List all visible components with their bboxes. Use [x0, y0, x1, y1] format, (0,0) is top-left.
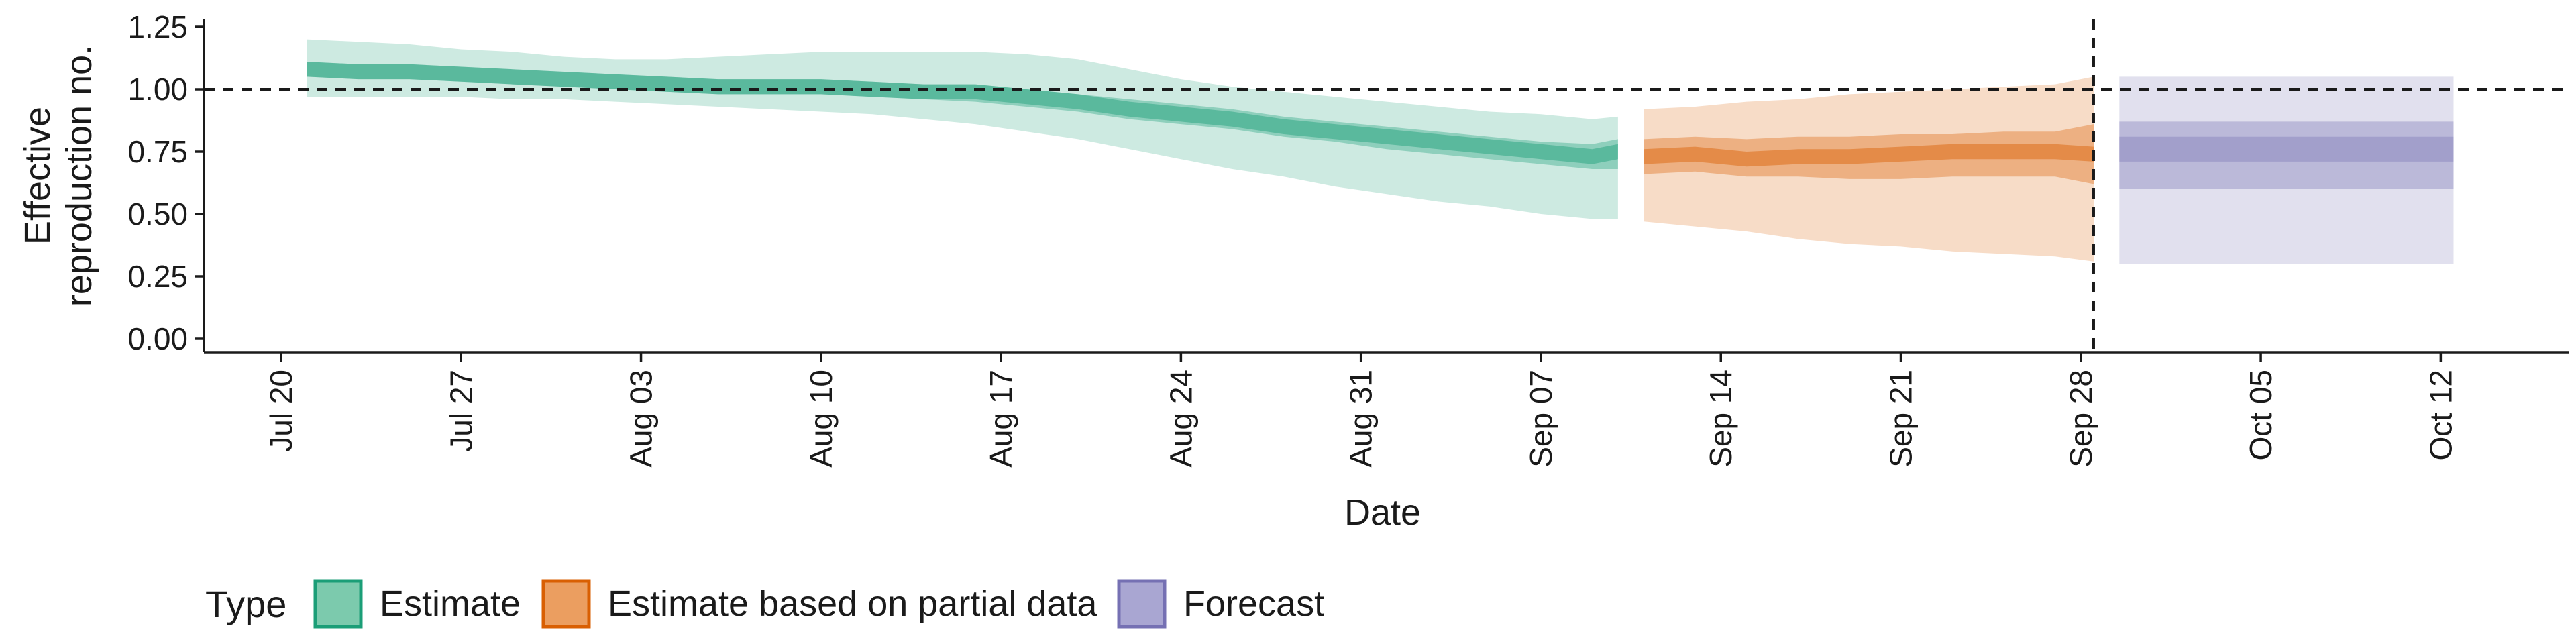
legend-swatch	[1117, 579, 1167, 629]
estimate-median-band	[307, 62, 1618, 164]
x-tick-label: Oct 12	[2423, 370, 2458, 461]
legend-label: Estimate based on partial data	[608, 584, 1097, 624]
estimate-based-on-partial-data-90-band	[1644, 76, 2094, 262]
y-tick-label: 0.00	[127, 321, 188, 356]
x-tick-label: Sep 28	[2063, 370, 2098, 468]
forecast-20-band	[2119, 136, 2454, 162]
x-tick-label: Jul 27	[443, 370, 478, 452]
axis-labels: Date Effective reproduction no.	[17, 45, 1421, 533]
estimate-based-on-partial-data-median-band	[1644, 144, 2094, 167]
y-tick-label: 1.00	[127, 72, 188, 107]
y-tick-label: 0.25	[127, 259, 188, 294]
x-tick-label: Sep 21	[1884, 370, 1919, 468]
x-tick-label: Jul 20	[264, 370, 299, 452]
estimate-50-band	[307, 62, 1618, 169]
x-tick-label: Sep 14	[1703, 370, 1738, 468]
forecast-90-band	[2119, 76, 2454, 264]
y-tick-label: 1.25	[127, 9, 188, 44]
estimate-based-on-partial-data-50-band	[1644, 124, 2094, 184]
series-bands	[307, 39, 2454, 264]
legend-label: Forecast	[1183, 584, 1324, 624]
estimate-90-band	[307, 39, 1618, 219]
axes: 0.00 0.25 0.50 0.75 1.00 1.25 Jul 20 Jul 27 Aug …	[127, 9, 2569, 468]
legend-title: Type	[205, 583, 286, 625]
x-tick-label: Aug 24	[1163, 370, 1198, 468]
legend-swatch	[541, 579, 591, 629]
y-axis-title-line-1: Effective	[17, 107, 58, 245]
forecast-50-band	[2119, 121, 2454, 189]
y-tick-label: 0.50	[127, 197, 188, 231]
x-tick-label: Sep 07	[1523, 370, 1558, 468]
x-tick-label: Aug 17	[983, 370, 1018, 468]
legend-label: Estimate	[380, 584, 521, 624]
x-tick-label: Oct 05	[2243, 370, 2278, 461]
legend: Type Estimate Estimate based on partial d…	[205, 579, 1324, 629]
y-tick-label: 0.75	[127, 134, 188, 169]
x-tick-label: Aug 31	[1344, 370, 1379, 468]
x-axis-title: Date	[1344, 492, 1421, 533]
y-axis-title-line-2: reproduction no.	[59, 45, 99, 307]
x-tick-label: Aug 03	[624, 370, 659, 468]
legend-swatch	[313, 579, 363, 629]
x-tick-label: Aug 10	[804, 370, 839, 468]
